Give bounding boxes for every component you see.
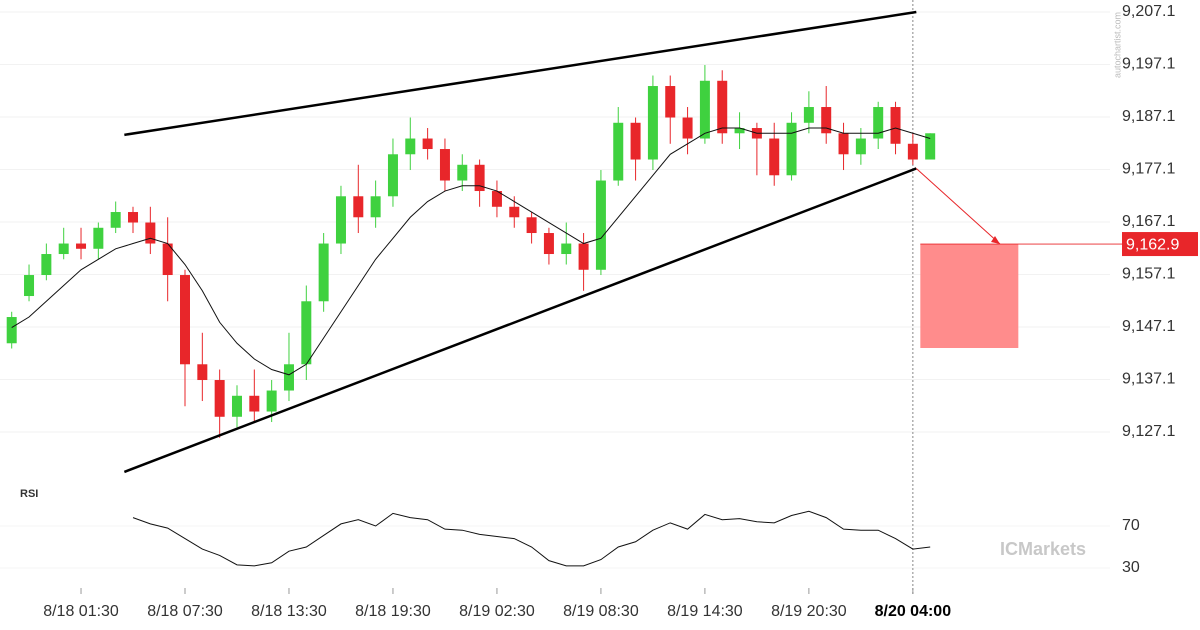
candle-body	[231, 395, 242, 417]
candle-body	[266, 390, 277, 412]
candle-body	[855, 138, 866, 155]
candle-body	[595, 180, 606, 270]
rsi-tick-label: 30	[1122, 559, 1140, 576]
candle-body	[647, 86, 658, 160]
candle-body	[890, 107, 901, 144]
candle-body	[526, 217, 537, 234]
candle-body	[387, 154, 398, 197]
rsi-title: RSI	[20, 488, 38, 500]
candle-body	[353, 196, 364, 218]
moving-average	[11, 127, 931, 376]
y-tick-label: 9,167.1	[1122, 213, 1175, 230]
candle-body	[665, 86, 676, 118]
candle-body	[41, 254, 52, 276]
trend-line	[124, 10, 917, 137]
candle-body	[769, 138, 780, 176]
candle-body	[491, 191, 502, 207]
x-tick-label: 8/18 07:30	[147, 603, 223, 620]
candle-body	[803, 107, 814, 123]
candle-body	[474, 164, 485, 192]
candle-body	[162, 243, 173, 276]
candle-body	[76, 243, 87, 249]
candle-body	[457, 164, 468, 181]
candle-body	[509, 206, 520, 218]
candle-body	[613, 122, 624, 181]
x-tick-label: 8/19 14:30	[667, 603, 743, 620]
candle-body	[439, 149, 450, 181]
candle-body	[93, 227, 104, 249]
x-tick-label: 8/20 04:00	[875, 603, 952, 620]
candle-body	[838, 133, 849, 155]
candle-body	[821, 107, 832, 134]
candle-body	[58, 243, 69, 255]
x-tick-label: 8/19 02:30	[459, 603, 535, 620]
price-marker-box	[1122, 232, 1198, 257]
rsi-line	[132, 510, 931, 567]
x-tick-label: 8/18 13:30	[251, 603, 327, 620]
y-tick-label: 9,207.1	[1122, 3, 1175, 20]
candle-body	[180, 275, 190, 365]
candle-body	[24, 275, 35, 297]
candle-body	[6, 317, 17, 344]
candle-body	[405, 138, 416, 155]
candle-body	[543, 233, 554, 255]
candle-body	[630, 122, 641, 160]
x-tick-label: 8/18 01:30	[43, 603, 119, 620]
candle-body	[283, 364, 294, 391]
candle-body	[786, 122, 797, 176]
y-tick-label: 9,147.1	[1122, 318, 1175, 335]
candle-body	[197, 364, 208, 381]
rsi-tick-label: 70	[1122, 517, 1140, 534]
candle-body	[422, 138, 433, 150]
candle-body	[335, 196, 346, 244]
candle-body	[145, 222, 156, 244]
trend-line	[123, 167, 917, 474]
candle-body	[301, 301, 312, 365]
candle-body	[699, 80, 710, 139]
y-tick-label: 9,127.1	[1122, 423, 1175, 440]
arrow-head	[991, 236, 1000, 245]
y-tick-label: 9,157.1	[1122, 266, 1175, 283]
candle-body	[682, 117, 693, 139]
candle-body	[214, 380, 225, 417]
watermark: autochartist.com	[1112, 12, 1122, 78]
candle-body	[128, 212, 139, 223]
y-tick-label: 9,137.1	[1122, 371, 1175, 388]
target-zone	[920, 244, 1019, 348]
price-marker-label: 9,162.9	[1126, 236, 1179, 253]
x-tick-label: 8/19 08:30	[563, 603, 639, 620]
candle-body	[907, 143, 918, 160]
candle-body	[873, 107, 884, 139]
brand-logo: ICMarkets	[1000, 539, 1086, 559]
candle-body	[925, 133, 936, 160]
y-tick-label: 9,187.1	[1122, 108, 1175, 125]
candle-body	[318, 243, 329, 302]
candle-body	[717, 80, 728, 134]
candle-body	[110, 212, 121, 228]
candle-body	[578, 243, 589, 270]
y-tick-label: 9,197.1	[1122, 56, 1175, 73]
candle-body	[734, 128, 745, 134]
x-tick-label: 8/18 19:30	[355, 603, 431, 620]
y-tick-label: 9,177.1	[1122, 161, 1175, 178]
forecast-arrow	[915, 168, 1001, 245]
candle-body	[370, 196, 381, 218]
x-tick-label: 8/19 20:30	[771, 603, 847, 620]
candle-body	[561, 243, 572, 255]
candle-body	[249, 395, 260, 412]
